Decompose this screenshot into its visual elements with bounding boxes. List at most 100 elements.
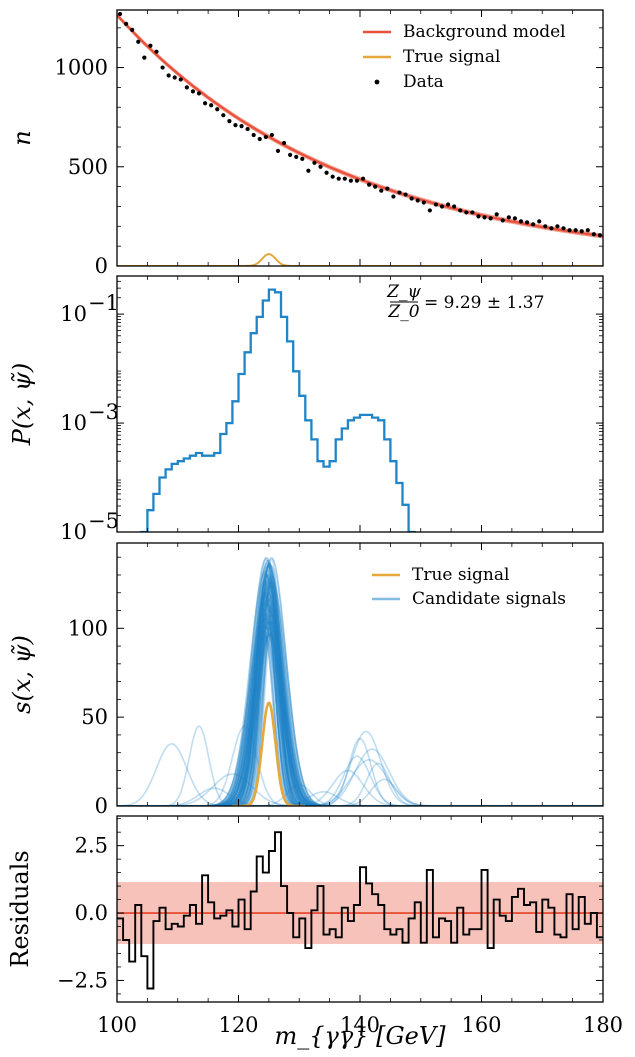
panel-2-ylabel: P(x, ψ̃)	[8, 363, 36, 447]
candidate-signal	[117, 787, 603, 806]
data-point	[154, 49, 159, 54]
candidate-signal	[117, 725, 603, 806]
data-point	[373, 184, 378, 189]
legend-label: Background model	[403, 22, 566, 42]
candidate-signal	[117, 725, 603, 806]
data-point	[500, 218, 505, 223]
y-tick-label: 100	[68, 616, 108, 640]
candidate-signal	[117, 584, 603, 806]
candidate-signal	[117, 575, 603, 806]
y-tick-exponent: −3	[88, 400, 119, 424]
data-point	[573, 228, 578, 233]
data-point	[379, 188, 384, 193]
candidate-signal	[117, 575, 603, 806]
data-point	[196, 91, 202, 96]
candidate-signal	[117, 576, 603, 806]
data-point	[409, 196, 414, 201]
data-point	[385, 186, 390, 191]
candidate-signal	[117, 737, 603, 806]
candidate-signal	[117, 778, 603, 806]
data-point	[117, 11, 123, 17]
data-point	[470, 210, 475, 215]
data-point	[312, 160, 317, 165]
candidate-signal	[117, 588, 603, 806]
candidate-signal	[117, 769, 603, 806]
data-point	[202, 101, 208, 106]
candidate-signal	[117, 742, 603, 806]
data-point	[324, 170, 329, 175]
data-point	[148, 43, 153, 48]
candidate-signal	[117, 582, 603, 806]
candidate-signal	[117, 620, 603, 806]
data-point	[342, 176, 347, 181]
candidate-signal	[117, 790, 603, 806]
residual-step-line	[117, 831, 603, 990]
candidate-signal	[117, 773, 603, 806]
data-point	[184, 85, 189, 90]
data-point	[294, 154, 299, 159]
data-point	[555, 224, 560, 229]
y-tick-label: 500	[68, 155, 108, 179]
panel-2-frame	[116, 275, 604, 533]
candidate-signal	[117, 617, 603, 806]
data-point	[597, 233, 603, 238]
x-tick-label: 120	[218, 1013, 258, 1037]
candidate-signal	[117, 620, 603, 806]
data-point	[281, 140, 287, 146]
background-model-line	[117, 14, 603, 238]
legend-label: True signal	[412, 565, 509, 585]
candidate-signal	[117, 730, 603, 806]
data-point	[136, 39, 141, 44]
candidate-signal	[117, 578, 603, 806]
candidate-signal	[117, 621, 603, 806]
data-point	[348, 178, 353, 183]
panel-3-ylabel: s(x, ψ̃)	[8, 635, 36, 714]
data-point	[524, 220, 530, 225]
panel-3-frame	[116, 542, 604, 807]
data-point	[354, 178, 360, 183]
y-tick-label: 10	[60, 302, 87, 326]
data-point	[124, 21, 129, 26]
y-tick-exponent: −5	[88, 509, 119, 533]
y-tick-label: 0	[95, 794, 108, 818]
y-tick-label: 0.0	[75, 901, 108, 925]
y-tick-label: 0	[95, 254, 108, 278]
candidate-signal	[117, 581, 603, 806]
data-point	[537, 219, 542, 224]
y-tick-label: −2.5	[57, 968, 108, 992]
candidate-signal	[117, 748, 603, 806]
candidate-signal	[117, 574, 603, 806]
y-tick-label: 10	[60, 520, 87, 544]
candidate-signal	[117, 574, 603, 806]
data-point	[591, 232, 596, 237]
data-point	[494, 212, 499, 217]
y-tick-label: 10	[60, 411, 87, 435]
data-point	[421, 200, 426, 205]
annotation-denominator: Z_0	[387, 302, 419, 322]
candidate-signal	[117, 617, 603, 806]
panel-1-frame	[116, 9, 604, 267]
data-point	[531, 222, 536, 227]
data-point	[488, 216, 493, 221]
data-point	[257, 136, 262, 142]
candidate-signal	[117, 583, 603, 806]
data-point	[427, 208, 432, 213]
candidate-signal	[117, 585, 603, 806]
data-point	[142, 55, 147, 60]
candidate-signal	[117, 587, 603, 806]
x-tick-label: 180	[583, 1013, 623, 1037]
candidate-signal	[117, 578, 603, 806]
data-point	[367, 182, 372, 187]
data-point	[178, 77, 183, 82]
data-point	[130, 27, 135, 32]
data-point	[221, 113, 226, 118]
data-point	[512, 216, 518, 221]
data-point	[567, 228, 572, 233]
candidate-signal	[117, 581, 603, 806]
candidate-signal	[117, 619, 603, 806]
x-axis-label: m_{γγ} [GeV]	[274, 1022, 446, 1050]
data-point	[263, 134, 268, 140]
candidate-signal	[117, 575, 603, 806]
y-tick-label: 2.5	[75, 834, 108, 858]
